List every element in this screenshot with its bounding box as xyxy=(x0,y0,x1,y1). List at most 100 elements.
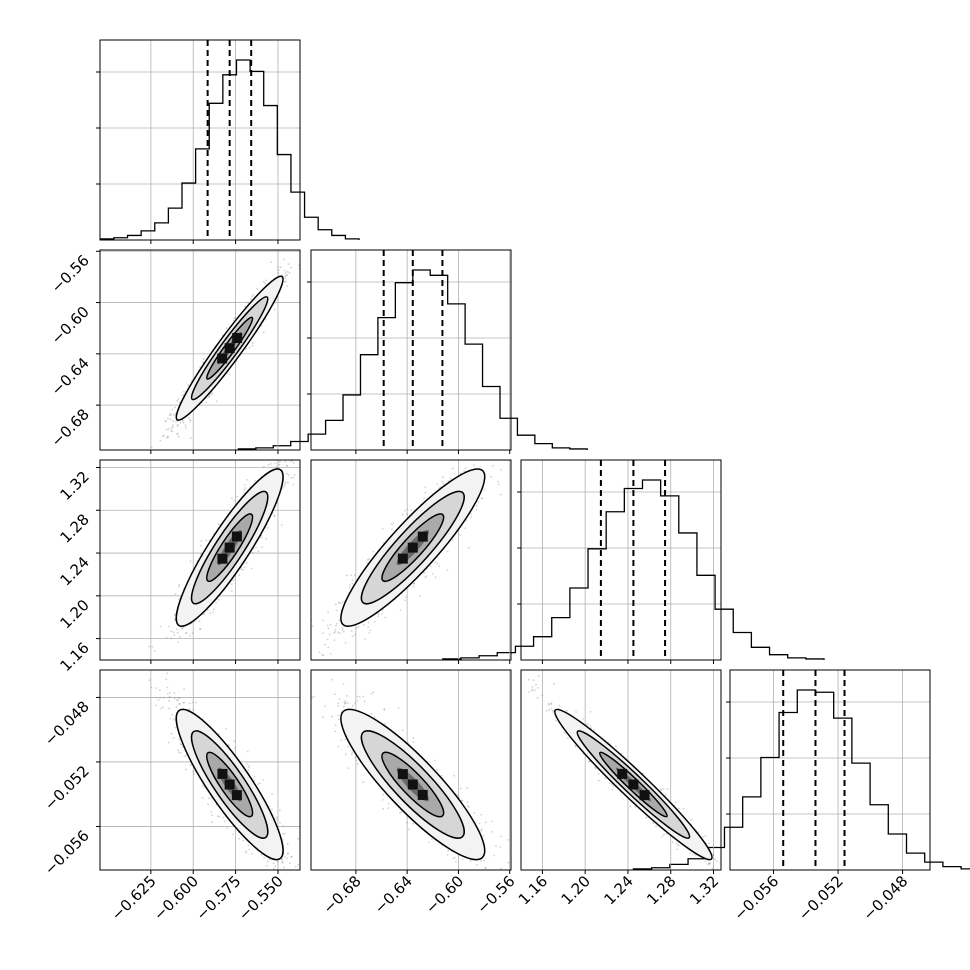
sample-point xyxy=(351,582,354,585)
sample-point xyxy=(167,435,170,438)
sample-point xyxy=(341,629,344,631)
sample-point xyxy=(285,465,288,467)
scatter-panel-p0-p2 xyxy=(96,443,307,677)
sample-point xyxy=(438,565,441,568)
sample-point xyxy=(512,440,514,442)
sample-point xyxy=(178,401,181,404)
sample-point xyxy=(286,857,289,860)
sample-point xyxy=(381,528,384,530)
sample-point xyxy=(173,614,176,617)
sample-point xyxy=(170,630,173,633)
sample-point xyxy=(155,675,157,677)
sample-point xyxy=(225,327,228,330)
sample-point xyxy=(183,688,186,690)
sample-point xyxy=(285,274,287,277)
sample-point xyxy=(287,263,290,265)
sample-point xyxy=(483,488,486,491)
sample-point xyxy=(472,464,475,466)
histogram-panel-p2 xyxy=(442,459,825,664)
sample-point xyxy=(185,631,188,634)
density-peak xyxy=(232,332,243,343)
sample-point xyxy=(335,609,338,612)
sample-point xyxy=(350,574,352,576)
density-layer xyxy=(148,672,300,900)
panel-frame xyxy=(729,669,931,871)
sample-point xyxy=(162,434,165,437)
sample-point xyxy=(285,472,288,475)
sample-point xyxy=(234,317,237,319)
sample-point xyxy=(499,468,502,471)
sample-point xyxy=(262,779,265,781)
sample-point xyxy=(218,815,221,818)
sample-point xyxy=(167,741,170,744)
sample-point xyxy=(284,272,287,275)
sample-point xyxy=(278,451,280,453)
sample-point xyxy=(287,898,289,900)
sample-point xyxy=(172,424,174,427)
sample-point xyxy=(282,258,285,261)
sample-point xyxy=(251,344,254,347)
scatter-panel-p1-p2 xyxy=(310,440,514,664)
sample-point xyxy=(380,613,383,615)
sample-point xyxy=(341,601,344,604)
sample-point xyxy=(191,632,194,635)
sample-point xyxy=(185,768,187,771)
sample-point xyxy=(234,746,237,749)
sample-point xyxy=(322,654,325,657)
sample-point xyxy=(176,432,179,435)
sample-point xyxy=(301,453,303,455)
sample-point xyxy=(174,406,177,409)
panel-frame xyxy=(99,459,301,661)
sample-point xyxy=(284,275,287,278)
sample-point xyxy=(176,399,179,402)
sample-point xyxy=(281,861,284,864)
density-peak xyxy=(397,553,408,564)
sample-point xyxy=(166,435,169,438)
sample-point xyxy=(148,645,151,648)
sample-point xyxy=(341,627,344,630)
sample-point xyxy=(252,293,255,296)
sample-point xyxy=(351,635,354,637)
sample-point xyxy=(302,255,304,257)
sample-point xyxy=(441,476,444,478)
sample-point xyxy=(470,516,472,519)
sample-point xyxy=(290,856,293,858)
sample-point xyxy=(262,331,265,334)
sample-point xyxy=(153,650,156,652)
sample-point xyxy=(410,509,413,511)
sample-point xyxy=(251,295,254,298)
sample-point xyxy=(355,627,358,629)
sample-point xyxy=(230,590,233,593)
sample-point xyxy=(282,839,284,841)
sample-point xyxy=(434,576,437,578)
sample-point xyxy=(368,558,371,560)
sample-point xyxy=(458,533,461,536)
sample-point xyxy=(284,277,287,280)
sample-point xyxy=(305,443,307,445)
sample-point xyxy=(188,417,190,419)
sample-point xyxy=(177,398,180,401)
sample-point xyxy=(335,622,338,625)
sample-point xyxy=(161,435,164,437)
sample-point xyxy=(391,528,393,530)
sample-point xyxy=(267,463,270,466)
sample-point xyxy=(287,852,289,855)
sample-point xyxy=(333,632,336,634)
sample-point xyxy=(165,420,167,423)
sample-point xyxy=(261,546,263,548)
sample-point xyxy=(232,579,235,582)
panel-frame xyxy=(99,249,301,451)
sample-point xyxy=(273,514,276,517)
sample-point xyxy=(170,413,173,416)
sample-point xyxy=(290,476,292,479)
sample-point xyxy=(271,793,273,795)
sample-point xyxy=(168,414,171,417)
sample-point xyxy=(489,457,491,459)
sample-point xyxy=(226,827,229,830)
sample-point xyxy=(282,833,285,835)
sample-point xyxy=(264,282,267,285)
sample-point xyxy=(481,453,483,455)
sample-point xyxy=(189,560,192,562)
sample-point xyxy=(329,653,332,655)
sample-point xyxy=(405,596,407,598)
